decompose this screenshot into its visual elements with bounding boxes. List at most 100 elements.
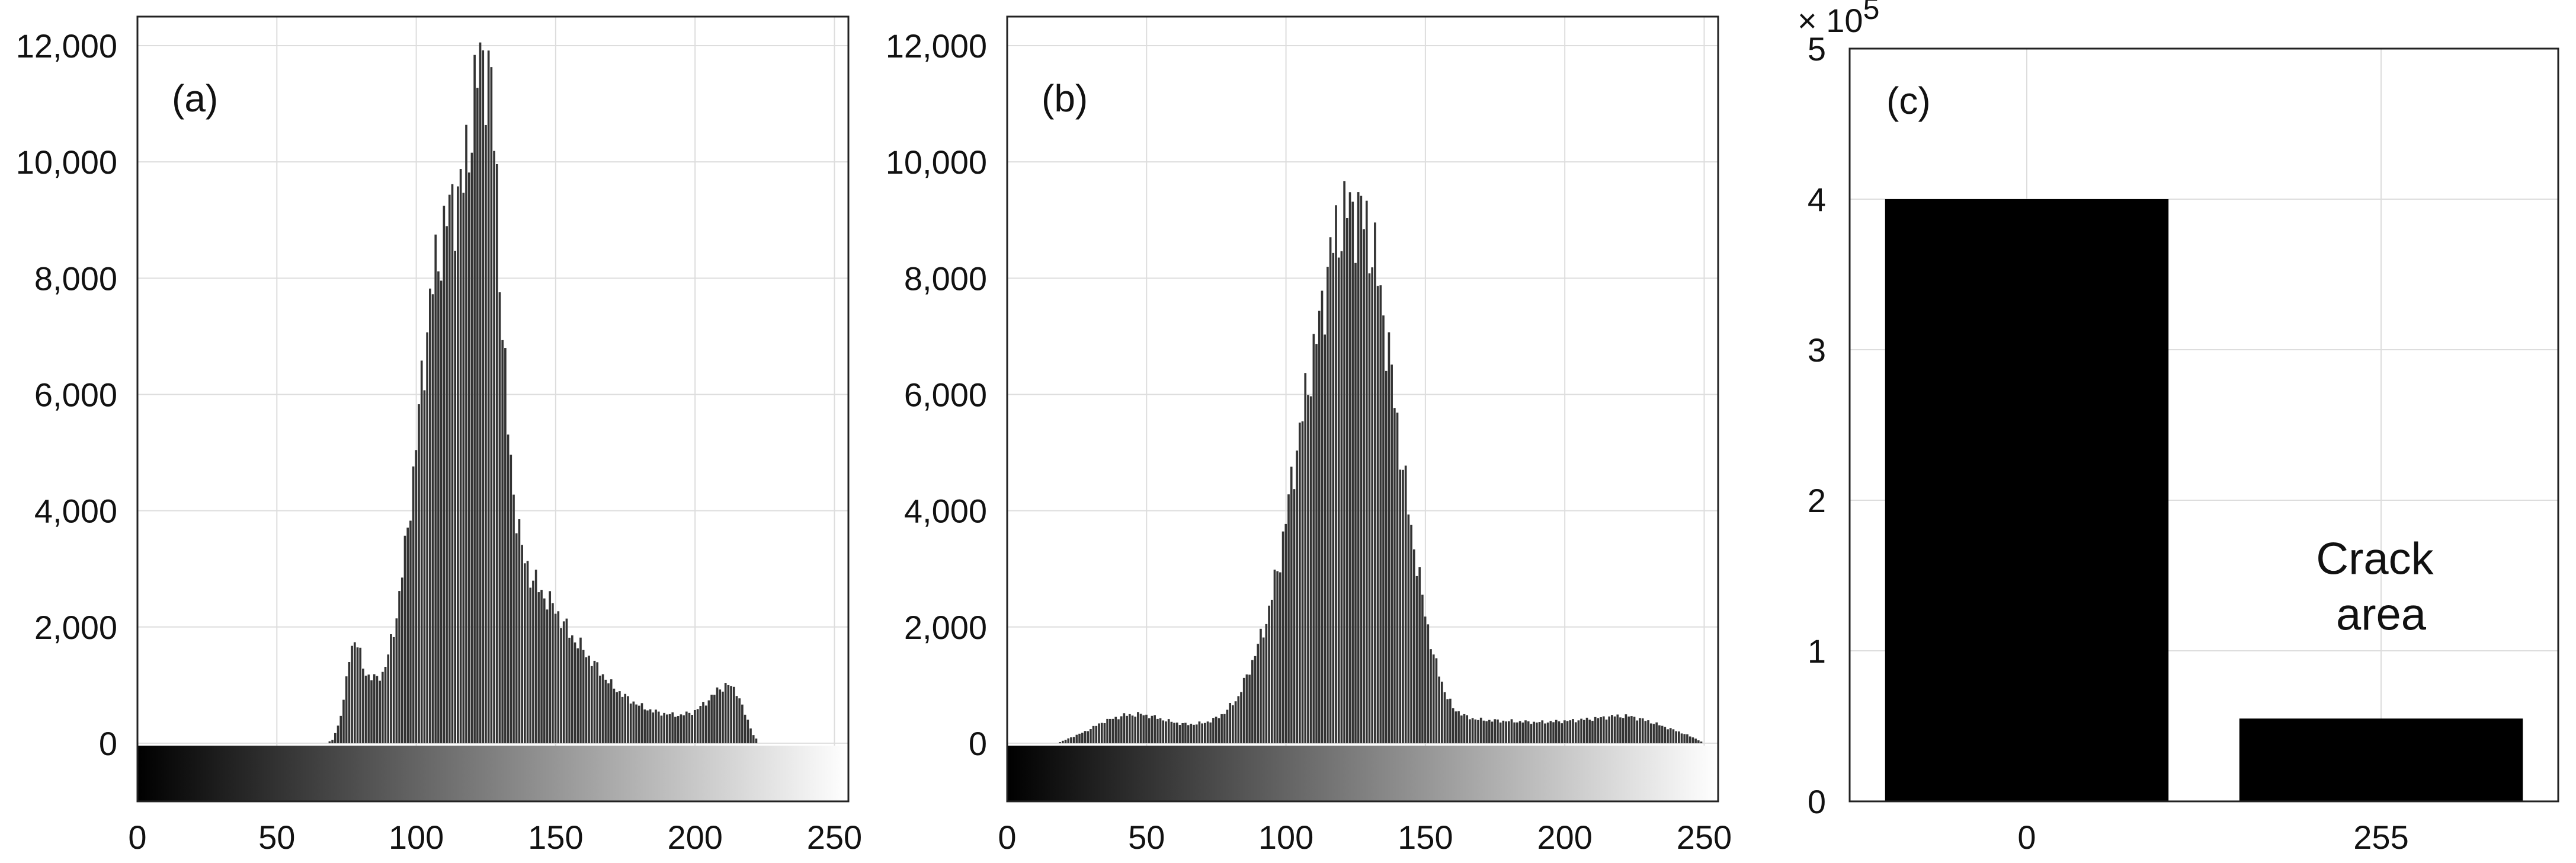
histogram-bar (1672, 729, 1675, 743)
histogram-bar (415, 450, 418, 743)
histogram-bar (1360, 196, 1363, 743)
histogram-bar (1212, 718, 1215, 743)
histogram-panel-b: 0 2,000 4,000 6,000 8,000 10,000 12,000 0 50 100… (886, 15, 1732, 856)
histogram-bar (1151, 715, 1154, 743)
histogram-bar (1215, 717, 1217, 743)
x-tick-label: 0 (2017, 819, 2036, 856)
histogram-bar (671, 712, 674, 743)
histogram-bar (1410, 525, 1412, 743)
histogram-bar (1175, 723, 1178, 743)
histogram-bar (521, 545, 523, 743)
colorbar-b (1007, 746, 1718, 801)
histogram-bar (1276, 571, 1279, 743)
histogram-bar (1290, 466, 1293, 743)
histogram-bar (395, 618, 398, 743)
histogram-bar (616, 692, 618, 743)
histogram-bar (1421, 594, 1424, 743)
histogram-bar (1075, 734, 1078, 743)
y-tick-label: 5 (1808, 30, 1826, 68)
histogram-bar (1538, 722, 1541, 743)
histogram-bar (635, 704, 637, 743)
histogram-bar (629, 703, 632, 743)
histogram-bar (482, 50, 485, 743)
histogram-bar (1315, 344, 1318, 743)
histogram-bar (1466, 715, 1469, 743)
histogram-bar (1279, 572, 1281, 743)
histogram-bar (1167, 719, 1170, 743)
histogram-bar (495, 164, 498, 743)
histogram-bar (1558, 721, 1561, 743)
histogram-bar (1435, 658, 1438, 743)
histogram-bar (1287, 494, 1290, 743)
histogram-bar (339, 715, 342, 743)
y-tick-label: 1 (1808, 632, 1826, 670)
histogram-bar (1062, 740, 1064, 743)
histogram-bar (467, 172, 470, 743)
histogram-bar (1348, 192, 1351, 743)
histogram-bar (1090, 729, 1092, 743)
histogram-bar (1312, 334, 1315, 743)
x-tick-label: 150 (1398, 819, 1453, 856)
histogram-bar (1351, 202, 1354, 743)
histogram-bar (588, 656, 590, 743)
histogram-bar (1254, 656, 1257, 743)
histogram-bar (1507, 721, 1510, 743)
histogram-bar (1427, 624, 1430, 743)
panel-label-a: (a) (172, 77, 218, 120)
bars-b (1059, 181, 1703, 743)
histogram-bar (1309, 396, 1312, 743)
histogram-bar (1078, 733, 1081, 743)
histogram-bar (640, 703, 643, 743)
histogram-bar (1524, 720, 1527, 743)
histogram-bar (1329, 237, 1332, 743)
histogram-bar (713, 695, 716, 743)
histogram-bar (1070, 737, 1072, 743)
histogram-bar (674, 717, 677, 743)
histogram-bar (1388, 332, 1390, 743)
histogram-bar (1664, 727, 1667, 743)
histogram-bar (1126, 715, 1128, 743)
histogram-bar (1382, 315, 1385, 743)
histogram-bar (613, 688, 616, 743)
histogram-bar (741, 704, 744, 743)
histogram-bar (610, 679, 613, 743)
histogram-bar (1081, 733, 1084, 743)
histogram-bar (373, 674, 376, 743)
histogram-bar (498, 292, 501, 743)
histogram-bar (663, 712, 665, 743)
histogram-bar (384, 666, 387, 743)
y-tick-label: 10,000 (886, 143, 987, 181)
histogram-bar (1691, 737, 1694, 743)
histogram-bar (501, 340, 504, 743)
histogram-bar (1340, 251, 1343, 743)
histogram-bar (696, 709, 699, 743)
histogram-bar (540, 590, 543, 743)
histogram-bar (685, 711, 688, 743)
histogram-bar (401, 577, 403, 743)
histogram-bar (1497, 719, 1499, 743)
histogram-bar (643, 709, 646, 743)
y-multiplier-c: × 105 (1798, 0, 1879, 39)
histogram-bar (1084, 731, 1087, 743)
histogram-bar (1156, 718, 1159, 743)
histogram-bar (619, 691, 621, 743)
y-tick-label: 8,000 (904, 260, 987, 297)
x-ticks-b: 0 50 100 150 200 250 (998, 819, 1732, 856)
histogram-bar (1502, 720, 1505, 743)
histogram-bar (1390, 365, 1393, 743)
histogram-bar (398, 591, 401, 743)
histogram-bar (1114, 717, 1117, 743)
histogram-bar (1262, 637, 1265, 743)
histogram-bar (1181, 723, 1184, 743)
histogram-bar (1471, 718, 1474, 743)
histogram-bar (621, 696, 624, 743)
histogram-bar (1552, 722, 1555, 743)
histogram-bar (755, 739, 758, 743)
histogram-bar (1482, 720, 1485, 743)
histogram-bar (1170, 721, 1173, 743)
histogram-bar (1173, 723, 1175, 743)
histogram-bar (1469, 719, 1471, 743)
histogram-bar (716, 687, 719, 743)
histogram-bar (1530, 724, 1533, 743)
histogram-bar (1452, 708, 1454, 743)
